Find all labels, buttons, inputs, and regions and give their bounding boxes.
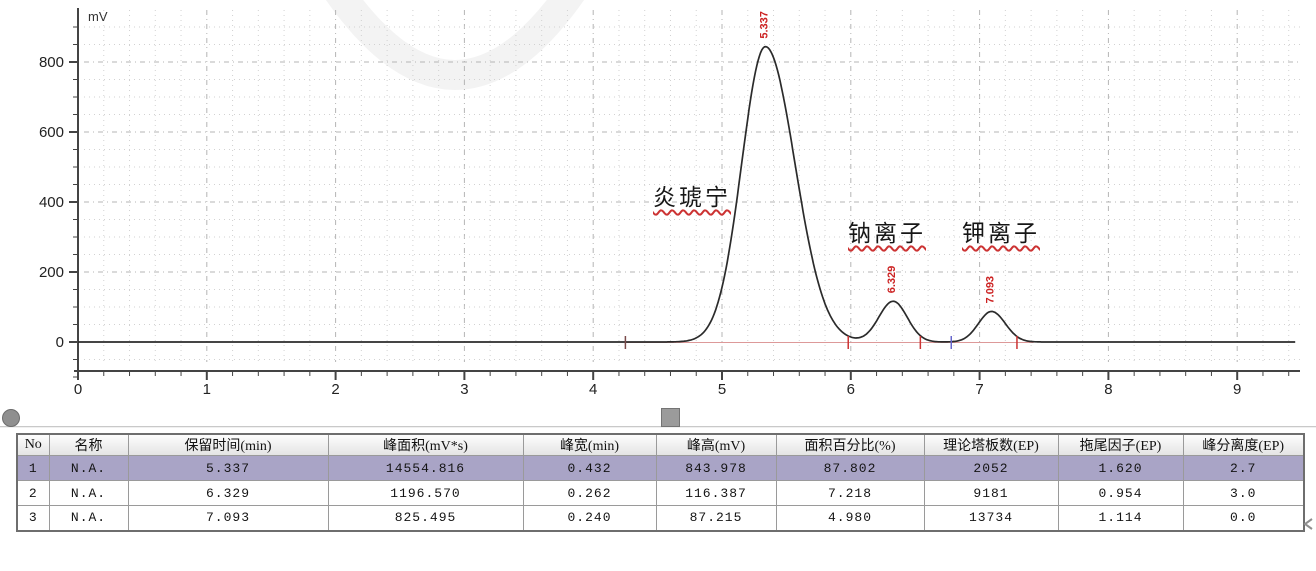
table-cell[interactable]: 2052 bbox=[923, 455, 1059, 481]
drag-handle-square-icon[interactable] bbox=[661, 408, 680, 427]
splitter-line bbox=[0, 426, 1316, 428]
peak-annotation: 钠离子 bbox=[848, 221, 926, 246]
table-row[interactable]: 3 N.A. 7.093 825.495 0.240 87.215 4.980 13734 1.… bbox=[16, 505, 1305, 531]
svg-text:3: 3 bbox=[460, 381, 468, 398]
table-cell[interactable]: 0.240 bbox=[522, 505, 657, 531]
table-cell[interactable]: 7.218 bbox=[775, 480, 925, 506]
table-cell[interactable]: 0.0 bbox=[1182, 505, 1305, 531]
svg-text:6.329: 6.329 bbox=[886, 266, 898, 294]
table-row[interactable]: 1 N.A. 5.337 14554.816 0.432 843.978 87.802 205… bbox=[16, 455, 1305, 481]
table-cell[interactable]: 1 bbox=[16, 455, 50, 481]
svg-text:800: 800 bbox=[39, 54, 64, 71]
signal-trace bbox=[78, 45, 1296, 343]
x-axis: 0 1 2 3 4 5 6 7 8 9 bbox=[74, 370, 1300, 398]
y-axis-unit-label: mV bbox=[88, 9, 108, 24]
table-cell[interactable]: 116.387 bbox=[655, 480, 777, 506]
table-cell[interactable]: 1196.570 bbox=[327, 480, 524, 506]
table-cell[interactable]: 13734 bbox=[923, 505, 1059, 531]
table-cell[interactable]: 6.329 bbox=[127, 480, 329, 506]
column-header-8: 拖尾因子(EP) bbox=[1057, 433, 1184, 456]
integration-event-marks bbox=[624, 336, 1018, 349]
column-header-7: 理论塔板数(EP) bbox=[923, 433, 1059, 456]
svg-text:1: 1 bbox=[203, 381, 211, 398]
column-header-4: 峰宽(min) bbox=[522, 433, 657, 456]
svg-text:7: 7 bbox=[975, 381, 983, 398]
svg-text:400: 400 bbox=[39, 194, 64, 211]
watermark-arc bbox=[326, 0, 584, 90]
table-cell[interactable]: 0.432 bbox=[522, 455, 657, 481]
table-cell[interactable]: 2 bbox=[16, 480, 50, 506]
table-cell[interactable]: 2.7 bbox=[1182, 455, 1305, 481]
grid bbox=[84, 10, 1300, 362]
table-row[interactable]: 2 N.A. 6.329 1196.570 0.262 116.387 7.218 9181 0… bbox=[16, 480, 1305, 506]
svg-text:0: 0 bbox=[74, 381, 82, 398]
table-cell[interactable]: 7.093 bbox=[127, 505, 329, 531]
svg-text:5.337: 5.337 bbox=[758, 11, 770, 39]
svg-text:6: 6 bbox=[847, 381, 855, 398]
svg-text:2: 2 bbox=[331, 381, 339, 398]
svg-text:5: 5 bbox=[718, 381, 726, 398]
column-header-9: 峰分离度(EP) bbox=[1182, 433, 1305, 456]
svg-text:9: 9 bbox=[1233, 381, 1241, 398]
table-cell[interactable]: 825.495 bbox=[327, 505, 524, 531]
column-header-5: 峰高(mV) bbox=[655, 433, 777, 456]
column-header-1: 名称 bbox=[48, 433, 129, 456]
table-cell[interactable]: 3.0 bbox=[1182, 480, 1305, 506]
table-cell[interactable]: 843.978 bbox=[655, 455, 777, 481]
table-cell[interactable]: 87.215 bbox=[655, 505, 777, 531]
svg-text:200: 200 bbox=[39, 264, 64, 281]
table-header-row: No 名称 保留时间(min) 峰面积(mV*s) 峰宽(min) 峰高(mV) 面积百分比… bbox=[16, 433, 1305, 456]
table-cell[interactable]: N.A. bbox=[48, 505, 129, 531]
peak-results-table: No 名称 保留时间(min) 峰面积(mV*s) 峰宽(min) 峰高(mV) 面积百分比… bbox=[16, 433, 1305, 532]
column-header-3: 峰面积(mV*s) bbox=[327, 433, 524, 456]
peak-annotation: 钾离子 bbox=[962, 221, 1040, 246]
column-header-2: 保留时间(min) bbox=[127, 433, 329, 456]
table-cell[interactable]: 4.980 bbox=[775, 505, 925, 531]
svg-text:8: 8 bbox=[1104, 381, 1112, 398]
table-cell[interactable]: 9181 bbox=[923, 480, 1059, 506]
svg-text:4: 4 bbox=[589, 381, 597, 398]
table-cell[interactable]: 1.114 bbox=[1057, 505, 1184, 531]
retention-time-labels: 5.337 6.329 7.093 bbox=[758, 11, 996, 303]
table-cell[interactable]: 0.262 bbox=[522, 480, 657, 506]
column-header-0: No bbox=[16, 433, 50, 456]
drag-handle-circle-icon[interactable] bbox=[2, 409, 20, 427]
table-cell[interactable]: N.A. bbox=[48, 480, 129, 506]
svg-text:600: 600 bbox=[39, 124, 64, 141]
table-cell[interactable]: 87.802 bbox=[775, 455, 925, 481]
scroll-left-arrow-icon[interactable] bbox=[1303, 517, 1315, 531]
column-header-6: 面积百分比(%) bbox=[775, 433, 925, 456]
peak-annotation: 炎琥宁 bbox=[653, 185, 731, 210]
table-cell[interactable]: 5.337 bbox=[127, 455, 329, 481]
svg-text:7.093: 7.093 bbox=[985, 276, 997, 304]
table-cell[interactable]: N.A. bbox=[48, 455, 129, 481]
chromatogram-plot: 0 200 400 600 800 mV 0 1 2 3 4 5 6 7 8 9 5.337 6.329 7.093 bbox=[39, 0, 1300, 398]
table-cell[interactable]: 0.954 bbox=[1057, 480, 1184, 506]
table-cell[interactable]: 1.620 bbox=[1057, 455, 1184, 481]
table-cell[interactable]: 3 bbox=[16, 505, 50, 531]
table-cell[interactable]: 14554.816 bbox=[327, 455, 524, 481]
y-axis: 0 200 400 600 800 mV bbox=[39, 8, 108, 378]
svg-text:0: 0 bbox=[56, 334, 64, 351]
